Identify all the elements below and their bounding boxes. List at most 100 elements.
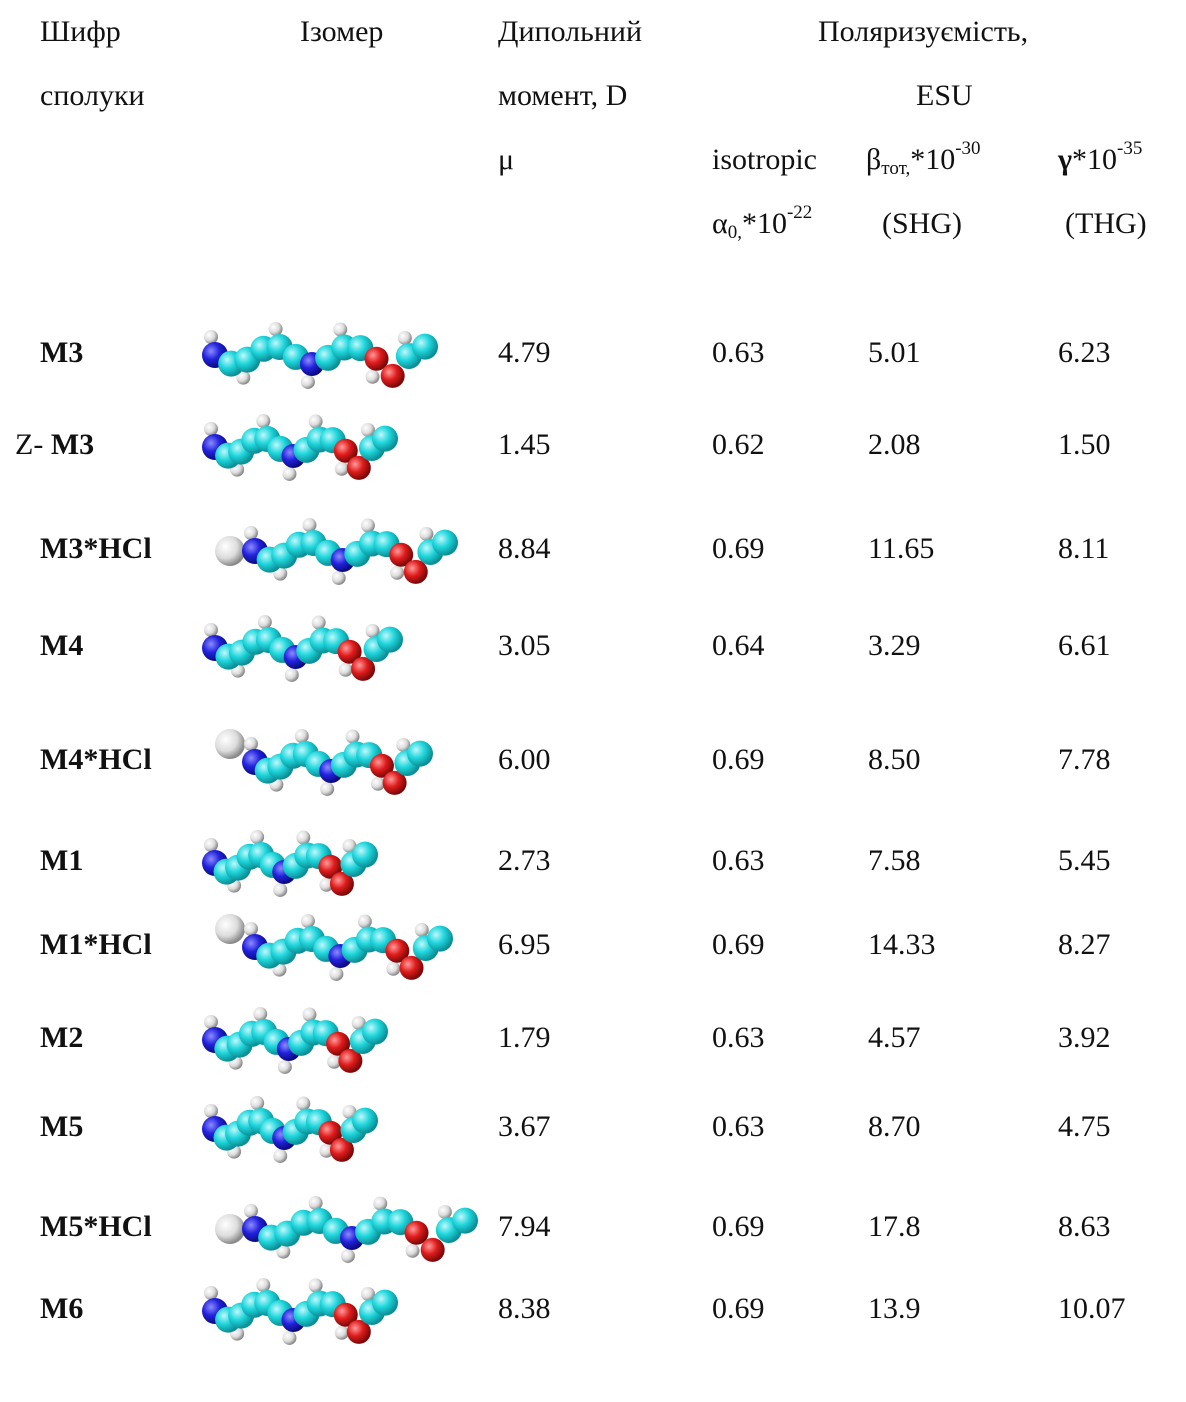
cell-value: 4.75	[1058, 1110, 1111, 1143]
atom	[273, 883, 287, 897]
cell-value: 8.11	[1058, 532, 1109, 565]
cell-value: 8.38	[498, 1292, 551, 1325]
atom	[361, 519, 375, 533]
superscript: -35	[1117, 138, 1142, 159]
atom	[412, 334, 438, 360]
header-text: Поляризуємість,	[818, 15, 1028, 48]
atom	[244, 526, 258, 540]
atom	[341, 1249, 355, 1263]
header-text: βтот,*10-30	[866, 138, 981, 179]
cell-value: 4.57	[868, 1021, 921, 1054]
cell-value: 8.70	[868, 1110, 921, 1143]
cell-value: 0.62	[712, 428, 765, 461]
cell-value: 2.08	[868, 428, 921, 461]
row-label: M6	[40, 1292, 83, 1325]
row-label: M3*HCl	[40, 532, 152, 565]
atom	[278, 1060, 292, 1074]
atom	[215, 1214, 245, 1244]
cell-value: 8.84	[498, 532, 551, 565]
compound-code: M3	[51, 428, 94, 461]
atom	[372, 1290, 398, 1316]
atom	[204, 838, 218, 852]
cell-value: 11.65	[868, 532, 934, 565]
header-text: γ*10-35	[1057, 138, 1142, 176]
atom	[421, 1238, 445, 1262]
atom	[381, 364, 405, 388]
cell-value: 17.8	[868, 1210, 921, 1243]
cell-value: 10.07	[1058, 1292, 1126, 1325]
cell-value: 0.63	[712, 1021, 765, 1054]
cell-value: 0.69	[712, 1292, 765, 1325]
row-label: M5*HCl	[40, 1210, 152, 1243]
symbol: α	[712, 207, 728, 240]
atom	[244, 1204, 258, 1218]
compound-code: M2	[40, 1021, 83, 1054]
row-label: M4	[40, 629, 83, 662]
header-text: Ізомер	[300, 15, 383, 48]
atom	[301, 375, 315, 389]
space	[43, 428, 51, 461]
table-body: M34.790.635.016.23Z- M31.450.622.081.50M…	[15, 322, 1126, 1345]
compound-code: M5	[40, 1110, 83, 1143]
atom	[204, 1015, 218, 1029]
atom	[329, 967, 343, 981]
atom	[432, 530, 458, 556]
cell-value: 0.63	[712, 336, 765, 369]
molecule-image	[215, 729, 433, 796]
header-text: α0,*10-22	[712, 202, 812, 243]
atom	[301, 914, 315, 928]
multiplier: *10	[1072, 143, 1117, 176]
atom	[415, 923, 429, 937]
molecule-image	[202, 322, 438, 389]
cell-value: 3.67	[498, 1110, 551, 1143]
header-text: ESU	[916, 79, 973, 112]
atom	[377, 627, 403, 653]
atom	[452, 1208, 478, 1234]
atom	[253, 1007, 267, 1021]
cell-value: 8.27	[1058, 928, 1111, 961]
cell-value: 0.69	[712, 1210, 765, 1243]
compound-code: M5*HCl	[40, 1210, 152, 1243]
atom	[302, 518, 316, 532]
molecule-image	[215, 518, 458, 585]
cell-value: 7.78	[1058, 743, 1111, 776]
cell-value: 0.69	[712, 532, 765, 565]
header-text: сполуки	[40, 79, 145, 112]
compound-code: M3	[40, 336, 83, 369]
atom	[269, 322, 283, 336]
header-text: Шифр	[40, 15, 121, 48]
cell-value: 5.45	[1058, 844, 1111, 877]
row-label: M5	[40, 1110, 83, 1143]
atom	[296, 1097, 310, 1111]
atom	[390, 566, 404, 580]
header-text: (THG)	[1065, 207, 1147, 240]
atom	[373, 1197, 387, 1211]
cell-value: 6.95	[498, 928, 551, 961]
atom	[244, 922, 258, 936]
atom	[312, 616, 326, 630]
cell-value: 3.05	[498, 629, 551, 662]
header-text: Дипольний	[498, 15, 642, 48]
cell-value: 7.94	[498, 1210, 551, 1243]
atom	[204, 422, 218, 436]
compound-code: M1	[40, 844, 83, 877]
atom	[215, 729, 245, 759]
atom	[406, 1244, 420, 1258]
compound-code: M3*HCl	[40, 532, 152, 565]
atom	[273, 1149, 287, 1163]
symbol: β	[866, 143, 881, 176]
molecule-image	[215, 914, 453, 981]
atom	[295, 729, 309, 743]
row-label: M4*HCl	[40, 743, 152, 776]
row-label: Z- M3	[15, 428, 94, 461]
cell-value: 7.58	[868, 844, 921, 877]
compound-code: M6	[40, 1292, 83, 1325]
atom	[309, 415, 323, 429]
multiplier: *10	[742, 207, 787, 240]
multiplier: *10	[910, 143, 955, 176]
atom	[258, 615, 272, 629]
atom	[335, 462, 349, 476]
atom	[204, 1286, 218, 1300]
subscript: тот,	[881, 158, 910, 179]
atom	[339, 663, 353, 677]
